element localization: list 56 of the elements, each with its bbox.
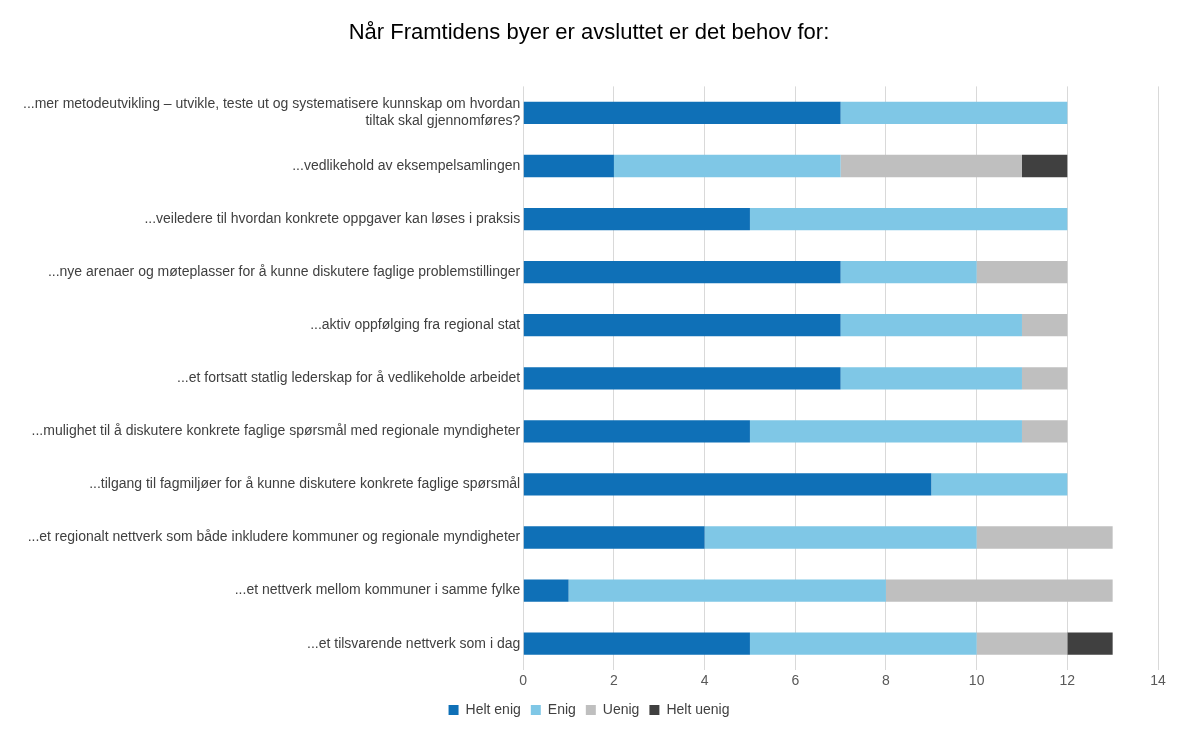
x-tick-label: 14: [1150, 672, 1166, 689]
bar: [840, 367, 1022, 390]
x-tick-label: 0: [519, 672, 528, 689]
y-tick-label: ...nye arenaer og møteplasser for å kunne diskutere faglige problemstillinger: [47, 263, 521, 280]
legend-label: Helt enig: [465, 700, 521, 717]
bar: [976, 526, 1113, 549]
bar: [613, 154, 841, 178]
x-tick-label: 2: [610, 672, 619, 689]
bar: [704, 526, 977, 549]
bar: [523, 526, 705, 549]
bar: [840, 154, 1022, 178]
y-tick-label: ...tilgang til fagmiljøer for å kunne diskutere konkrete faglige spørsmål: [89, 475, 521, 492]
chart-title: Når Framtidens byer er avsluttet er det behov for:: [348, 19, 830, 45]
legend-label: Uenig: [602, 700, 640, 717]
bar: [568, 579, 886, 602]
bar: [749, 207, 1068, 231]
x-tick-label: 12: [1059, 672, 1076, 689]
bar: [523, 579, 569, 602]
y-tick-label: ...et regionalt nettverk som både inkludere kommuner og regionale myndigheter: [27, 528, 521, 545]
y-tick-label: ...et nettverk mellom kommuner i samme fylke: [234, 581, 521, 598]
bar: [523, 367, 841, 390]
bar: [976, 632, 1068, 655]
y-tick-label: ...mulighet til å diskutere konkrete faglige spørsmål med regionale myndigheter: [31, 422, 521, 439]
y-tick-label: ...aktiv oppfølging fra regional stat: [310, 316, 521, 333]
bar: [523, 261, 841, 284]
bar: [840, 261, 977, 284]
y-tick-label: ...mer metodeutvikling – utvikle, teste ut og systematisere kunnskap om hvordan tiltak skal gjennomføres?: [22, 95, 521, 129]
bar: [523, 314, 841, 337]
bar: [885, 579, 1113, 602]
y-tick-label: ...et tilsvarende nettverk som i dag: [307, 634, 521, 651]
bar: [1067, 632, 1113, 655]
bar: [523, 207, 750, 231]
bar: [749, 420, 1022, 443]
bar: [1021, 154, 1068, 178]
x-tick-label: 8: [882, 672, 891, 689]
legend-label: Helt uenig: [666, 700, 730, 717]
bar: [976, 261, 1068, 284]
bar: [523, 420, 750, 443]
bar: [523, 473, 932, 496]
x-tick-label: 4: [700, 672, 709, 689]
bar: [1021, 420, 1068, 443]
x-tick-label: 6: [791, 672, 800, 689]
bar: [523, 632, 750, 655]
bar: [1021, 367, 1068, 390]
bar: [931, 473, 1068, 496]
y-tick-label: ...et fortsatt statlig lederskap for å vedlikeholde arbeidet: [177, 369, 521, 386]
bar: [840, 101, 1068, 125]
x-tick-label: 10: [968, 672, 985, 689]
legend-label: Enig: [547, 700, 576, 717]
bar: [840, 314, 1022, 337]
y-tick-label: ...veiledere til hvordan konkrete oppgaver kan løses i praksis: [144, 209, 521, 226]
bar: [523, 154, 614, 178]
bar: [523, 101, 841, 125]
bar: [1021, 314, 1068, 337]
bar: [749, 632, 977, 655]
y-tick-label: ...vedlikehold av eksempelsamlingen: [292, 156, 521, 173]
